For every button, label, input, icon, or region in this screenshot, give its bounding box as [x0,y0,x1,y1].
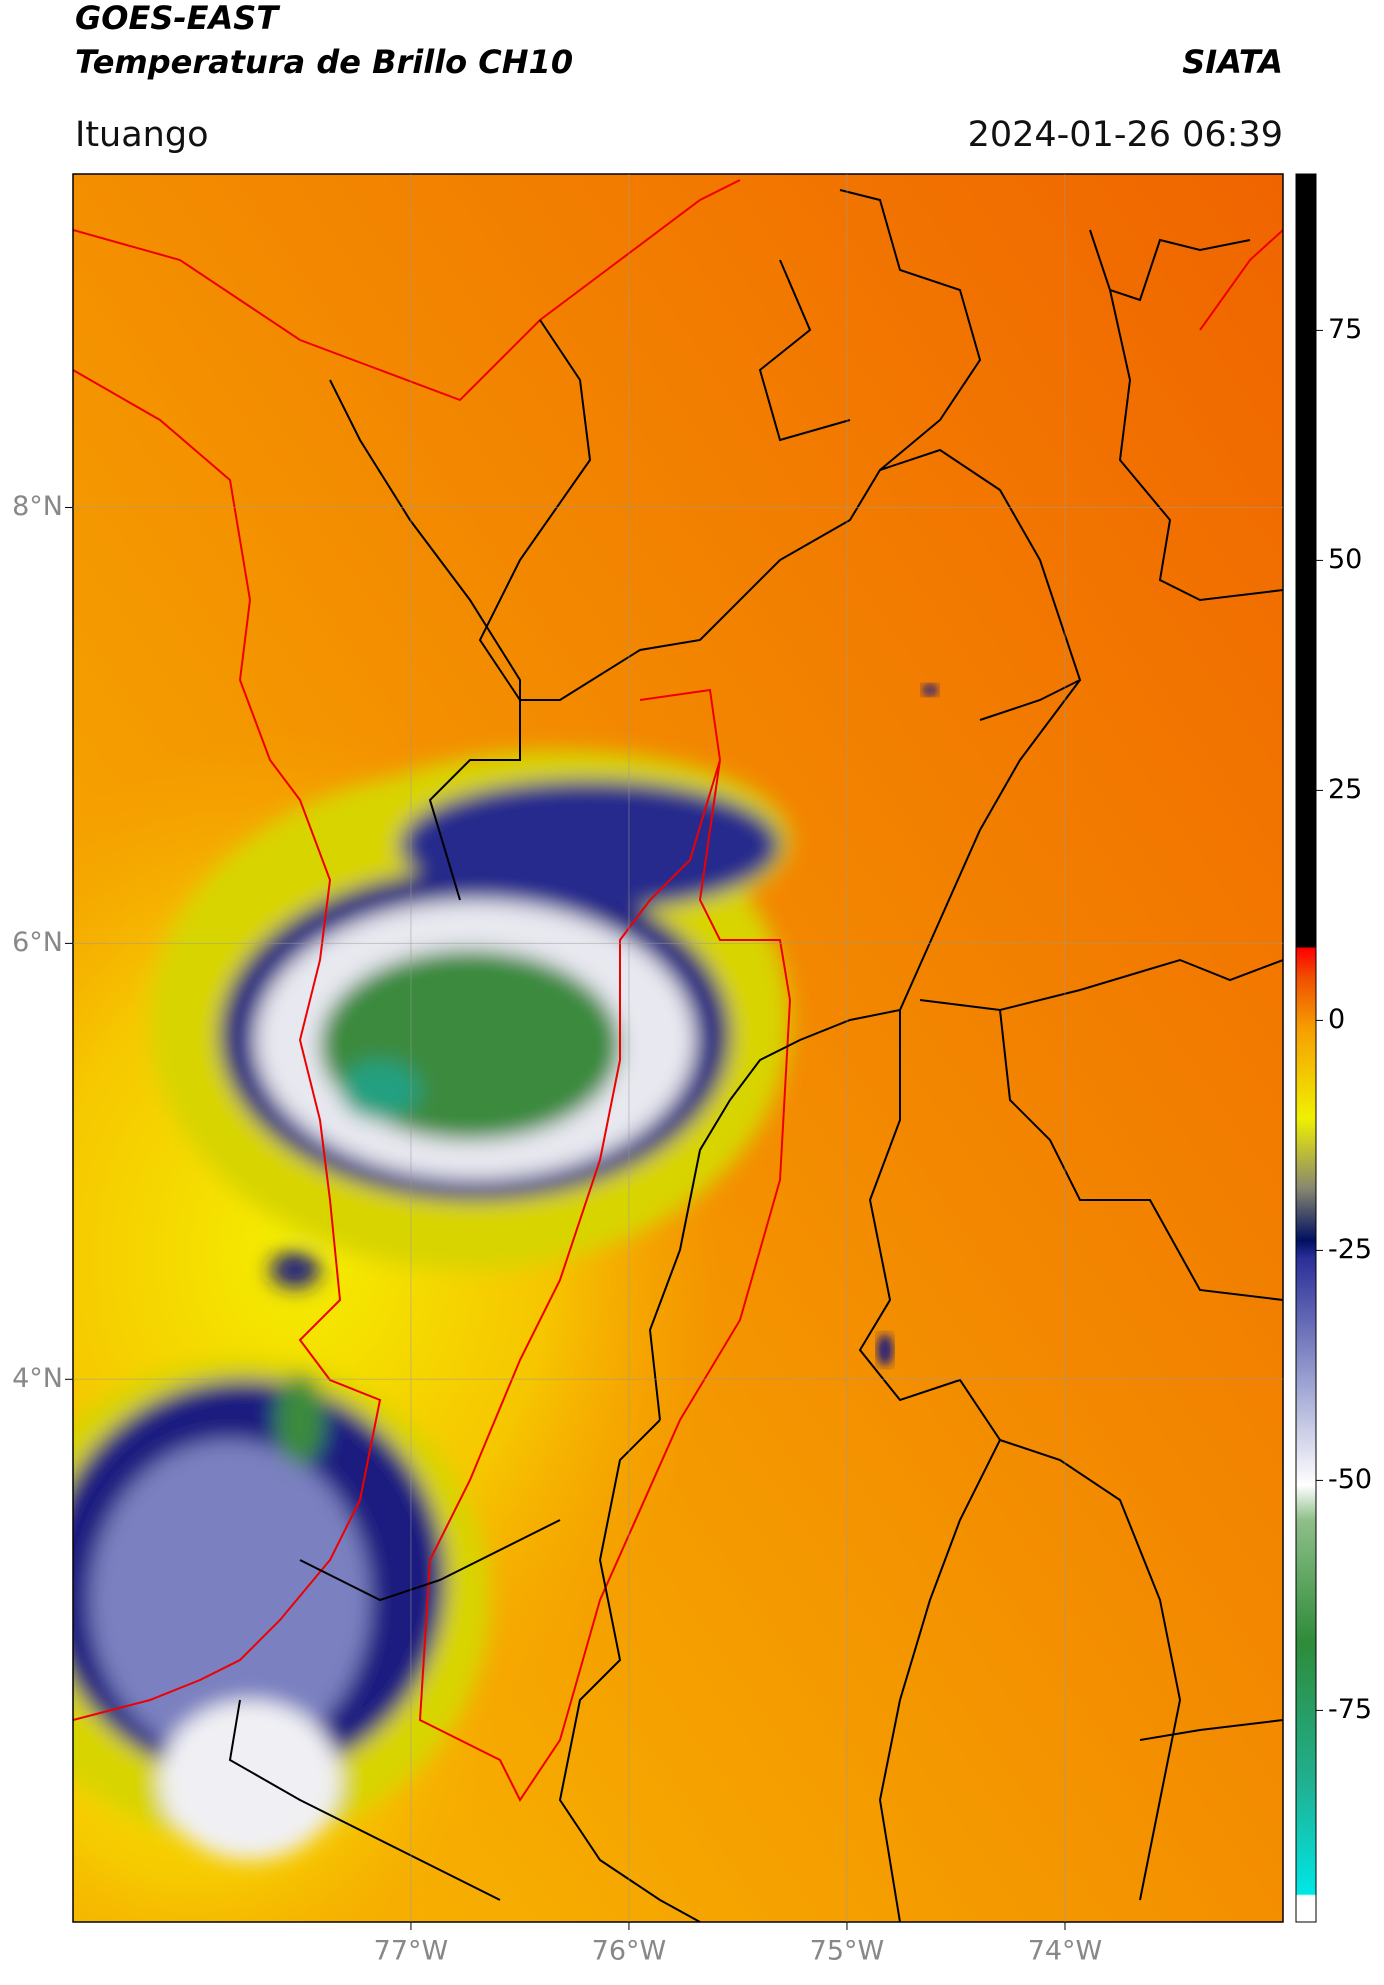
location: Ituango [75,115,209,155]
timestamp: 2024-01-26 06:39 [968,115,1283,155]
y-tick-label: 8°N [12,491,63,522]
colorbar-tick-label: 50 [1328,544,1362,575]
colorbar-tick-label: 25 [1328,774,1362,805]
colorbar [1295,173,1317,1923]
y-tick-label: 4°N [12,1363,63,1394]
source: SIATA [1182,43,1283,81]
subtitle: Temperatura de Brillo CH10 [75,43,573,81]
map-image [73,174,1283,1922]
x-tick-label: 74°W [1028,1936,1103,1967]
x-tick-label: 75°W [810,1936,885,1967]
colorbar-tick-label: 0 [1328,1004,1345,1035]
x-tick-label: 77°W [374,1936,449,1967]
y-tick-label: 6°N [12,927,63,958]
colorbar-tick-label: -50 [1328,1464,1372,1495]
map-frame [72,173,1284,1923]
colorbar-tick-label: 75 [1328,314,1362,345]
colorbar-tick-label: -25 [1328,1234,1372,1265]
title: GOES-EAST [75,0,280,37]
colorbar-tick-label: -75 [1328,1694,1372,1725]
x-tick-label: 76°W [592,1936,667,1967]
